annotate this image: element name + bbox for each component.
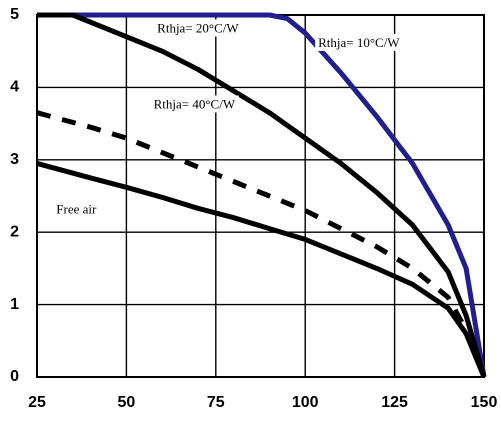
- annotations: Rthja= 20°C/W Rthja= 10°C/W Rthja= 40°C/W F…: [53, 19, 404, 218]
- annotation-4: Free air: [56, 201, 97, 216]
- y-tick-label-5: 5: [10, 6, 19, 23]
- annotation-bg-3: [150, 95, 239, 113]
- series-line-3: [36, 110, 487, 378]
- annotation-3: Rthja= 40°C/W: [154, 96, 236, 111]
- x-tick-label-2: 75: [207, 394, 225, 411]
- y-tick-label-1: 1: [10, 296, 19, 313]
- series-line-4: [36, 160, 487, 378]
- annotation-bg-4: [53, 200, 101, 218]
- annotation-1: Rthja= 20°C/W: [157, 20, 239, 35]
- annotation-bg-1: [154, 19, 243, 37]
- x-tick-label-1: 50: [118, 394, 136, 411]
- grid-lines: [36, 14, 485, 378]
- plot-frame: [36, 14, 485, 378]
- annotation-bg-2: [315, 33, 404, 51]
- series-line-1: [37, 12, 487, 378]
- tick-labels: 25 50 75 100 125 150 0 1 2 3 4 5: [10, 6, 497, 411]
- x-tick-label-4: 125: [381, 394, 408, 411]
- x-tick-label-0: 25: [28, 394, 46, 411]
- plot-border: [36, 14, 485, 378]
- annotation-2: Rthja= 10°C/W: [318, 35, 400, 50]
- series-line-2: [37, 12, 487, 378]
- x-tick-label-3: 100: [292, 394, 319, 411]
- x-tick-label-5: 150: [471, 394, 498, 411]
- y-tick-label-0: 0: [10, 368, 19, 385]
- series-lines: [36, 12, 487, 378]
- y-tick-label-4: 4: [10, 79, 19, 96]
- y-tick-label-2: 2: [10, 223, 19, 240]
- y-tick-label-3: 3: [10, 151, 19, 168]
